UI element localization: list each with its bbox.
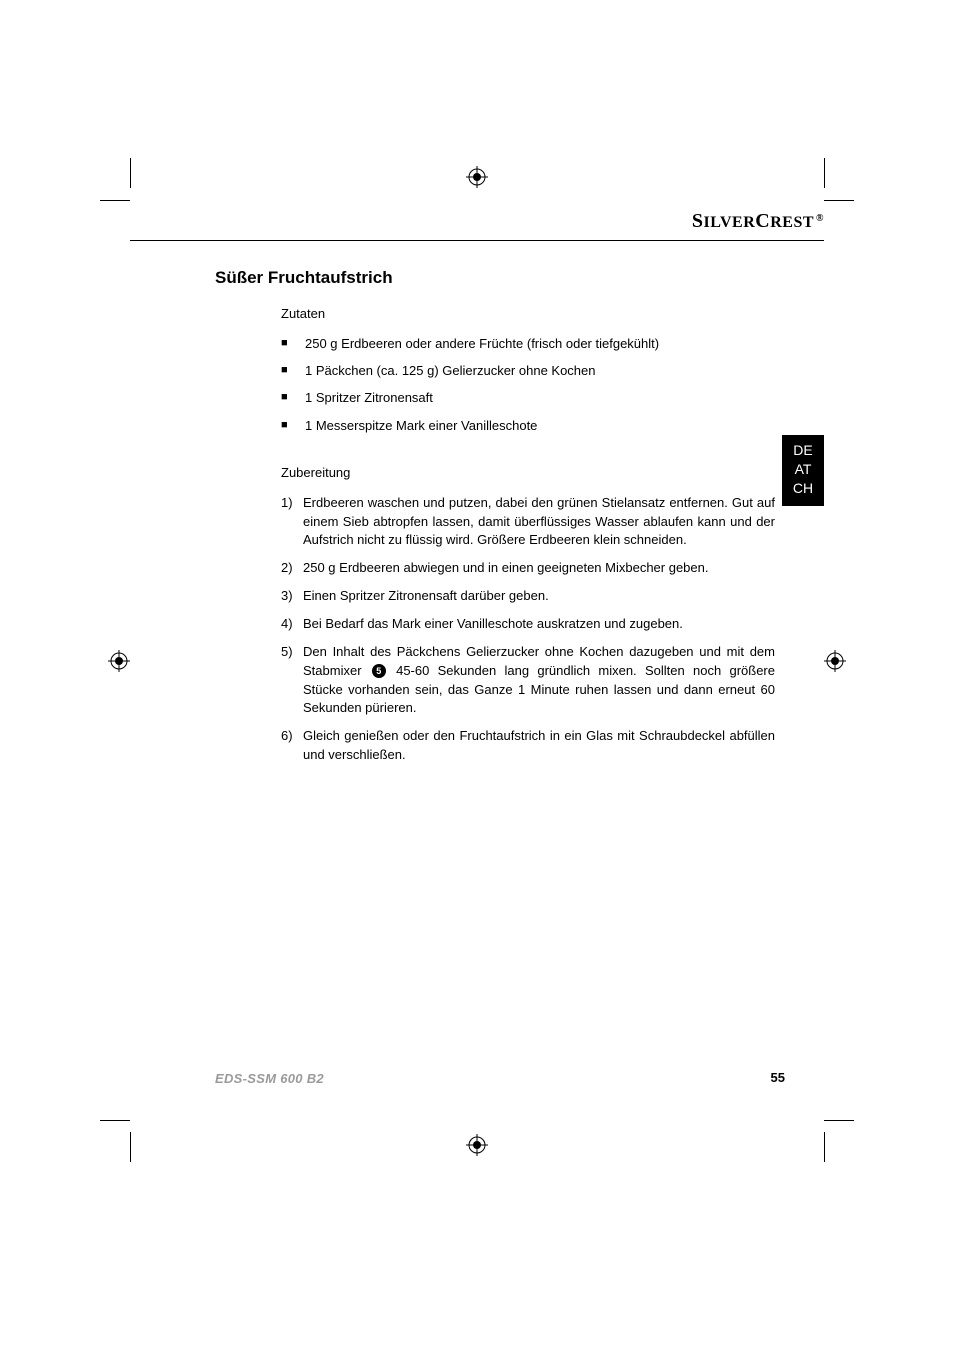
language-tab: DE AT CH bbox=[782, 435, 824, 506]
ingredients-list: 250 g Erdbeeren oder andere Früchte (fri… bbox=[281, 335, 775, 435]
ingredients-heading: Zutaten bbox=[281, 306, 775, 321]
crop-mark bbox=[100, 200, 130, 201]
step-item: 4)Bei Bedarf das Mark einer Vanilleschot… bbox=[281, 615, 775, 634]
step-item: 1)Erdbeeren waschen und putzen, dabei de… bbox=[281, 494, 775, 551]
step-item: 5)Den Inhalt des Päckchens Gelierzucker … bbox=[281, 643, 775, 718]
ingredient-item: 1 Spritzer Zitronensaft bbox=[281, 389, 775, 407]
tab-lang-ch: CH bbox=[782, 479, 824, 498]
step-item: 2)250 g Erdbeeren abwiegen und in einen … bbox=[281, 559, 775, 578]
crop-mark bbox=[824, 1120, 854, 1121]
crop-mark bbox=[824, 158, 825, 188]
model-number: EDS-SSM 600 B2 bbox=[215, 1071, 324, 1086]
page-content: Süßer Fruchtaufstrich Zutaten 250 g Erdb… bbox=[215, 268, 775, 774]
registration-mark-top bbox=[466, 166, 488, 188]
header-rule bbox=[130, 240, 824, 241]
reference-number-icon: 5 bbox=[372, 664, 386, 678]
ingredient-item: 1 Päckchen (ca. 125 g) Gelierzucker ohne… bbox=[281, 362, 775, 380]
page-footer: EDS-SSM 600 B2 55 bbox=[215, 1070, 785, 1088]
ingredient-item: 250 g Erdbeeren oder andere Früchte (fri… bbox=[281, 335, 775, 353]
step-item: 3)Einen Spritzer Zitronensaft darüber ge… bbox=[281, 587, 775, 606]
crop-mark bbox=[824, 200, 854, 201]
registration-mark-left bbox=[108, 650, 130, 672]
registration-mark-right bbox=[824, 650, 846, 672]
step-item: 6)Gleich genießen oder den Fruchtaufstri… bbox=[281, 727, 775, 765]
registered-mark: ® bbox=[816, 213, 824, 224]
crop-mark bbox=[130, 158, 131, 188]
steps-list: 1)Erdbeeren waschen und putzen, dabei de… bbox=[281, 494, 775, 765]
tab-lang-at: AT bbox=[782, 460, 824, 479]
registration-mark-bottom bbox=[466, 1134, 488, 1156]
ingredient-item: 1 Messerspitze Mark einer Vanilleschote bbox=[281, 417, 775, 435]
crop-mark bbox=[130, 1132, 131, 1162]
crop-mark bbox=[824, 1132, 825, 1162]
preparation-heading: Zubereitung bbox=[281, 465, 775, 480]
crop-mark bbox=[100, 1120, 130, 1121]
recipe-title: Süßer Fruchtaufstrich bbox=[215, 268, 775, 288]
brand-logo: SILVERCREST® bbox=[692, 210, 824, 233]
page-number: 55 bbox=[771, 1070, 785, 1085]
tab-lang-de: DE bbox=[782, 441, 824, 460]
